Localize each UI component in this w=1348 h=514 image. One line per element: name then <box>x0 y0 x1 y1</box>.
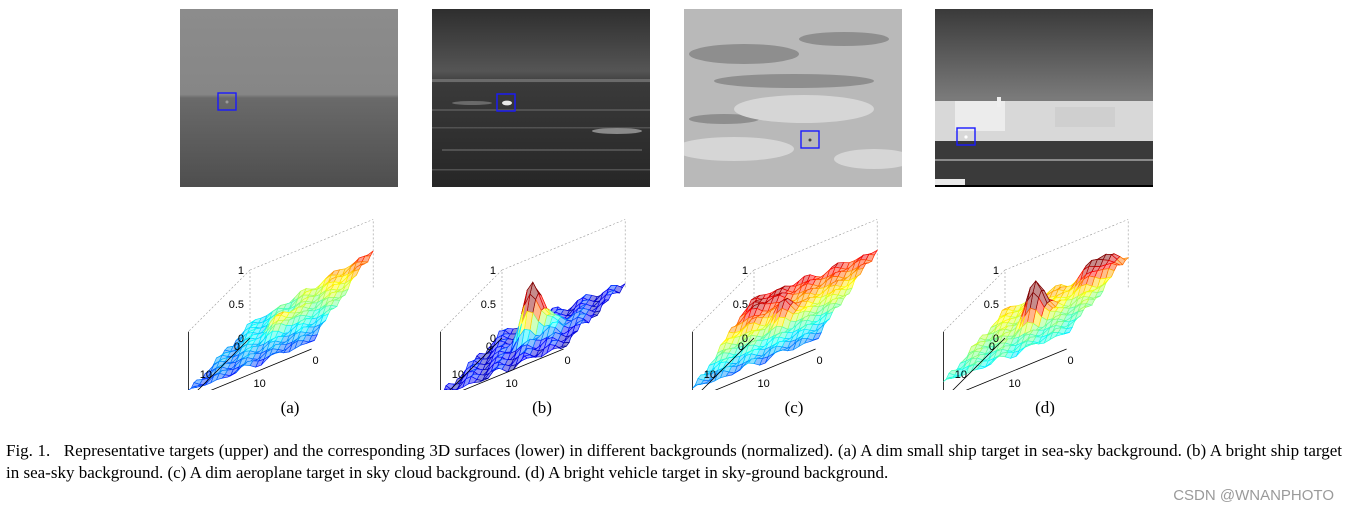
panel-b-label: (b) <box>532 398 552 417</box>
z-tick-label: 0.5 <box>481 299 496 311</box>
x-tick-label: 0 <box>313 355 319 367</box>
z-tick-label: 0 <box>490 333 496 345</box>
panel-a-surface: 10.500102001020 <box>172 210 420 413</box>
panel-c-label: (c) <box>784 398 804 417</box>
y-tick-label: 10 <box>452 369 464 381</box>
panel-a-label: (a) <box>280 398 300 417</box>
panel-d-label: (d) <box>1035 398 1055 417</box>
z-tick-label: 1 <box>993 265 999 277</box>
z-tick-label: 0 <box>993 333 999 345</box>
x-tick-label: 10 <box>253 378 265 390</box>
figure-caption: Fig. 1. Representative targets (upper) a… <box>6 440 1342 484</box>
z-tick-label: 0.5 <box>229 299 244 311</box>
x-tick-label: 10 <box>1008 378 1020 390</box>
panel-c-image <box>684 9 902 187</box>
z-tick-label: 1 <box>238 265 244 277</box>
y-tick-label: 0 <box>486 341 492 353</box>
y-tick-label: 10 <box>200 369 212 381</box>
panel-d-image <box>935 9 1153 187</box>
y-tick-label: 0 <box>234 341 240 353</box>
panel-c-surface: 10.500102001020 <box>676 210 924 413</box>
x-tick-label: 0 <box>1068 355 1074 367</box>
x-tick-label: 10 <box>757 378 769 390</box>
caption-text: Representative targets (upper) and the c… <box>6 441 1343 482</box>
z-tick-label: 1 <box>742 265 748 277</box>
y-tick-label: 0 <box>738 341 744 353</box>
caption-fig-label: Fig. 1. <box>6 441 51 460</box>
y-tick-label: 0 <box>989 341 995 353</box>
panel-a-image <box>180 9 398 187</box>
y-tick-label: 10 <box>955 369 967 381</box>
panel-d-surface: 10.500102001020 <box>927 210 1175 413</box>
z-tick-label: 0 <box>742 333 748 345</box>
z-tick-label: 0.5 <box>733 299 748 311</box>
z-tick-label: 0.5 <box>984 299 999 311</box>
panel-b-surface: 10.500102001020 <box>424 210 672 413</box>
target-box <box>800 130 820 149</box>
target-box <box>956 127 976 146</box>
x-tick-label: 0 <box>817 355 823 367</box>
target-box <box>496 93 516 112</box>
z-tick-label: 1 <box>490 265 496 277</box>
z-tick-label: 0 <box>238 333 244 345</box>
target-box <box>217 92 237 111</box>
panel-b-image <box>432 9 650 187</box>
x-tick-label: 10 <box>505 378 517 390</box>
x-tick-label: 0 <box>565 355 571 367</box>
watermark: CSDN @WNANPHOTO <box>1173 487 1334 504</box>
y-tick-label: 10 <box>704 369 716 381</box>
